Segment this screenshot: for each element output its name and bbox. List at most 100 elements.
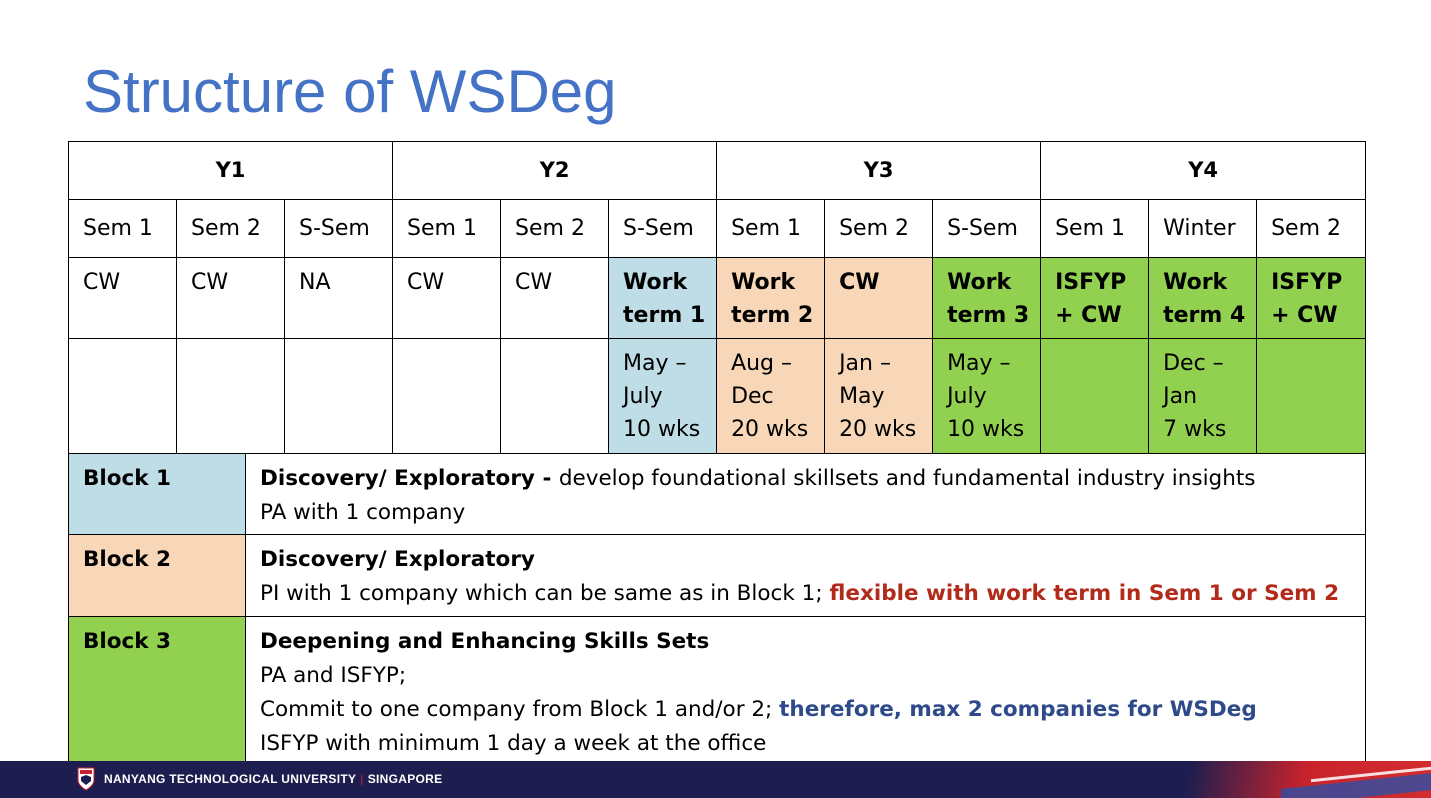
semester-cell: S-Sem — [608, 199, 718, 258]
block-description: Discovery/ Exploratory PI with 1 company… — [245, 534, 1366, 617]
block-line-emphasis: therefore, max 2 companies for WSDeg — [779, 697, 1257, 722]
block-heading: Discovery/ Exploratory — [260, 547, 535, 572]
schedule-table: Y1 Y2 Y3 Y4 Sem 1 Sem 2 S-Sem Sem 1 Sem 2 S-S… — [67, 141, 1367, 454]
status-cell-line: Work — [731, 270, 796, 295]
period-cell — [176, 338, 285, 454]
period-cell — [500, 338, 610, 454]
block-row: Block 1 Discovery/ Exploratory - develop… — [68, 453, 1366, 535]
status-cell: Work term 3 — [932, 257, 1042, 339]
status-cell: ISFYP + CW — [1040, 257, 1150, 339]
period-cell: Aug – Dec 20 wks — [716, 338, 826, 454]
year-header: Y3 — [716, 141, 1042, 200]
status-cell-line: CW — [407, 270, 445, 295]
status-cell-line: CW — [515, 270, 553, 295]
status-cell-line: Work — [947, 270, 1012, 295]
block-heading-line: Discovery/ Exploratory - develop foundat… — [260, 462, 1365, 496]
period-cell-line: July — [947, 384, 987, 409]
period-cell — [392, 338, 502, 454]
period-cell-line: 20 wks — [839, 417, 917, 442]
status-cell-line: ISFYP — [1271, 270, 1343, 295]
status-cell: Work term 4 — [1148, 257, 1258, 339]
period-cell-line: Jan — [1163, 384, 1198, 409]
status-cell-line: CW — [839, 270, 880, 295]
block-line: Commit to one company from Block 1 and/o… — [260, 693, 1365, 727]
footer-separator: | — [360, 772, 364, 786]
status-row: CW CW NA CW CW Work term 1 Work term 2 CW Work term… — [68, 257, 1367, 339]
semester-cell: Sem 1 — [392, 199, 502, 258]
period-cell-line: May – — [947, 351, 1011, 376]
year-header: Y1 — [67, 141, 394, 200]
status-cell-line: Work — [623, 270, 688, 295]
status-cell-line: term 4 — [1163, 303, 1246, 328]
footer-bar: NANYANG TECHNOLOGICAL UNIVERSITY | SINGAPO… — [0, 761, 1431, 798]
period-cell — [283, 338, 394, 454]
period-cell: May – July 10 wks — [932, 338, 1042, 454]
year-header: Y2 — [392, 141, 718, 200]
university-name-text: NANYANG TECHNOLOGICAL UNIVERSITY — [104, 772, 357, 786]
university-location: SINGAPORE — [367, 772, 443, 786]
status-cell: NA — [283, 257, 394, 339]
status-cell-line: term 3 — [947, 303, 1030, 328]
period-cell-line: July — [623, 384, 663, 409]
semester-cell: S-Sem — [932, 199, 1042, 258]
block-heading-dash: - — [534, 466, 559, 491]
semester-cell: Sem 1 — [1040, 199, 1150, 258]
period-cell-line: Aug – — [731, 351, 793, 376]
semester-cell: Sem 1 — [68, 199, 177, 258]
status-cell: CW — [824, 257, 934, 339]
period-cell-line: Dec – — [1163, 351, 1224, 376]
block-line-text: Commit to one company from Block 1 and/o… — [260, 697, 780, 722]
period-cell-line: May — [839, 384, 885, 409]
status-cell-line: + CW — [1055, 303, 1122, 328]
university-crest-icon — [77, 767, 95, 791]
status-cell-line: term 2 — [731, 303, 814, 328]
period-cell-line: Dec — [731, 384, 774, 409]
status-cell-line: CW — [83, 270, 121, 295]
block-heading: Deepening and Enhancing Skills Sets — [260, 629, 710, 654]
semester-cell: Sem 1 — [716, 199, 826, 258]
block-line: PA with 1 company — [260, 500, 466, 525]
status-cell: CW — [500, 257, 610, 339]
block-label: Block 2 — [68, 534, 246, 617]
block-label: Block 3 — [68, 616, 246, 765]
period-cell: Jan – May 20 wks — [824, 338, 934, 454]
semester-cell: S-Sem — [283, 199, 394, 258]
status-cell-line: ISFYP — [1055, 270, 1127, 295]
block-line: ISFYP with minimum 1 day a week at the o… — [260, 731, 767, 756]
block-line: PI with 1 company which can be same as i… — [260, 577, 1365, 611]
university-name: NANYANG TECHNOLOGICAL UNIVERSITY | SINGAPO… — [104, 772, 442, 786]
period-cell-line: 7 wks — [1163, 417, 1227, 442]
status-cell-line: NA — [299, 270, 331, 295]
block-description: Discovery/ Exploratory - develop foundat… — [245, 453, 1366, 535]
status-cell: Work term 2 — [716, 257, 826, 339]
period-cell — [1256, 338, 1367, 454]
blocks-table: Block 1 Discovery/ Exploratory - develop… — [68, 453, 1366, 765]
period-cell-line: 10 wks — [947, 417, 1025, 442]
block-heading-rest: develop foundational skillsets and funda… — [558, 466, 1256, 491]
year-header: Y4 — [1040, 141, 1367, 200]
status-cell-line: Work — [1163, 270, 1228, 295]
period-cell: May – July 10 wks — [608, 338, 718, 454]
period-cell-line: Jan – — [839, 351, 891, 376]
block-row: Block 3 Deepening and Enhancing Skills S… — [68, 616, 1366, 765]
block-line-emphasis: flexible with work term in Sem 1 or Sem … — [829, 581, 1340, 606]
block-row: Block 2 Discovery/ Exploratory PI with 1… — [68, 534, 1366, 617]
status-cell: CW — [68, 257, 177, 339]
year-header-row: Y1 Y2 Y3 Y4 — [67, 141, 1367, 200]
status-cell: ISFYP + CW — [1256, 257, 1367, 339]
semester-cell: Sem 2 — [176, 199, 285, 258]
semester-cell: Sem 2 — [1256, 199, 1367, 258]
semester-cell: Sem 2 — [500, 199, 610, 258]
status-cell-line: + CW — [1271, 303, 1338, 328]
block-line-text: PI with 1 company which can be same as i… — [260, 581, 830, 606]
status-cell: CW — [176, 257, 285, 339]
slide-title: Structure of WSDeg — [83, 58, 617, 125]
semester-cell: Winter — [1148, 199, 1258, 258]
status-cell: Work term 1 — [608, 257, 718, 339]
period-cell — [68, 338, 177, 454]
semester-row: Sem 1 Sem 2 S-Sem Sem 1 Sem 2 S-Sem Sem 1 Sem 2… — [68, 199, 1367, 258]
period-cell-line: 10 wks — [623, 417, 701, 442]
period-cell-line: 20 wks — [731, 417, 809, 442]
block-heading: Discovery/ Exploratory — [260, 466, 535, 491]
